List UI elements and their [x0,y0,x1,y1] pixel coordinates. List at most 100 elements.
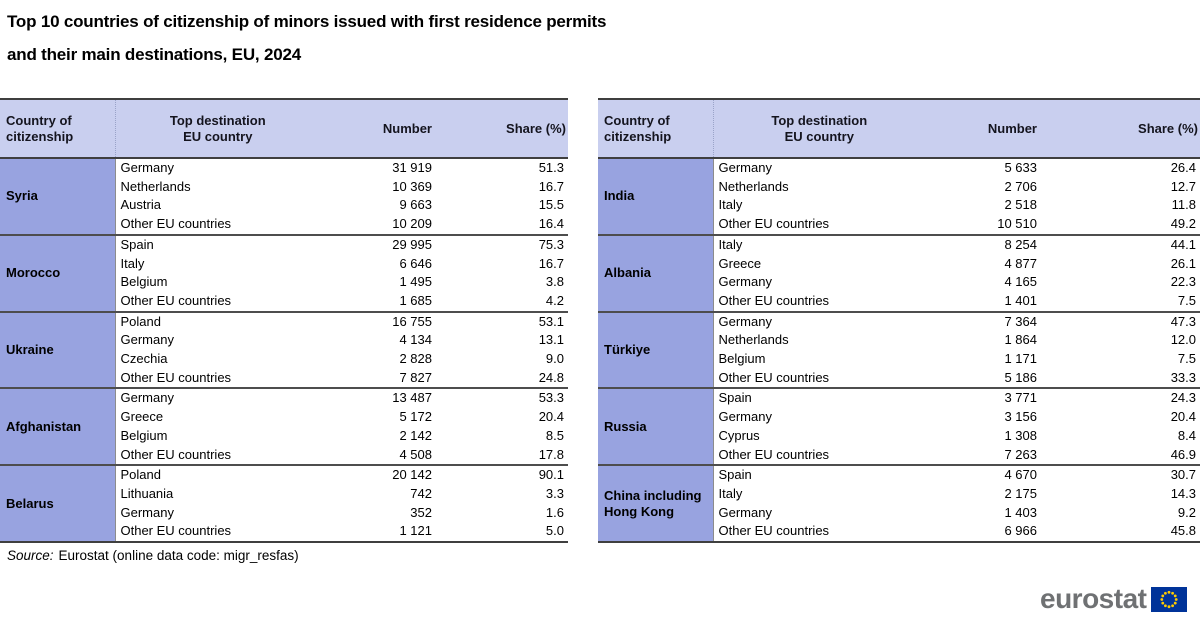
destination-cell: Italy [718,485,743,501]
share-cell: 13.1 [538,332,564,348]
table-row: Greece 5 172 20.4 [0,408,568,427]
citizenship-cell: Morocco [0,234,116,312]
citizenship-group: Belarus Poland 20 142 90.1 Lithuania 742 3.3 Ge… [0,465,568,543]
header-row: Country of citizenship Top destination EU … [0,99,568,158]
share-cell: 16.7 [538,255,564,271]
table-row: Austria 9 663 15.5 [0,196,568,215]
table-row: Greece 4 877 26.1 [598,255,1200,274]
eu-flag-stars [1160,590,1179,608]
destination-cell: Austria [120,197,161,213]
eurostat-logo: eurostat [1040,585,1188,613]
citizenship-group: Syria Germany 31 919 51.3 Netherlands 10 369 1… [0,158,568,235]
col-header-destination: Top destination EU country [713,99,925,158]
destination-cell: Italy [120,255,145,271]
citizenship-cell: Syria [0,158,116,235]
citizenship-cell: Türkiye [598,311,714,389]
destination-cell: Other EU countries [718,446,830,462]
number-cell: 10 510 [997,216,1037,232]
table-row: Other EU countries 4 508 17.8 [0,446,568,466]
source-label: Source: [7,548,54,563]
number-cell: 1 403 [1004,504,1037,520]
table-row: Other EU countries 1 121 5.0 [0,522,568,542]
share-cell: 9.2 [1177,504,1196,520]
source-text: Eurostat (online data code: migr_resfas) [58,548,299,563]
table-row: Germany 352 1.6 [0,504,568,523]
citizenship-group: Ukraine Poland 16 755 53.1 Germany 4 134 13.1 C… [0,311,568,389]
share-cell: 90.1 [538,467,564,483]
destination-cell: Netherlands [718,178,789,194]
table-row: Germany 3 156 20.4 [598,408,1200,427]
table-row: Germany 4 134 13.1 [0,331,568,350]
destination-cell: Other EU countries [718,369,830,385]
destination-cell: Belgium [718,351,766,367]
share-cell: 20.4 [538,409,564,425]
destination-cell: Other EU countries [120,523,232,539]
table-row: Afghanistan Germany 13 487 53.3 [0,388,568,466]
number-cell: 4 670 [1004,467,1037,483]
number-cell: 1 864 [1004,332,1037,348]
citizenship-cell: Russia [598,388,714,466]
number-cell: 5 172 [399,409,432,425]
table-row: India Germany 5 633 26.4 [598,158,1200,235]
table-row: China including Hong Kong Spain 4 670 30.7 [598,465,1200,543]
number-cell: 3 156 [1004,409,1037,425]
number-cell: 2 518 [1004,197,1037,213]
number-cell: 7 827 [399,369,432,385]
table-row: Syria Germany 31 919 51.3 [0,158,568,235]
number-cell: 1 171 [1004,351,1037,367]
share-cell: 5.0 [545,523,564,539]
col-header-share: Share (%) [435,99,568,158]
destination-cell: Netherlands [718,332,789,348]
destination-cell: Poland [120,313,161,329]
number-cell: 352 [410,504,432,520]
table-row: Other EU countries 7 827 24.8 [0,369,568,389]
destination-cell: Belgium [120,274,168,290]
citizenship-cell: China including Hong Kong [598,465,714,543]
destination-cell: Other EU countries [718,523,830,539]
header-text: Top destination [771,112,868,128]
destination-cell: Other EU countries [120,446,232,462]
share-cell: 8.4 [1177,427,1196,443]
number-cell: 2 706 [1004,178,1037,194]
citizenship-cell: Ukraine [0,311,116,389]
table-row: Other EU countries 7 263 46.9 [598,446,1200,466]
destination-cell: Other EU countries [120,292,232,308]
table-row: Other EU countries 1 685 4.2 [0,292,568,312]
col-header-share: Share (%) [1040,99,1200,158]
share-cell: 9.0 [545,351,564,367]
table-row: Türkiye Germany 7 364 47.3 [598,311,1200,389]
header-text: EU country [784,128,854,144]
number-cell: 1 121 [399,523,432,539]
table-row: Russia Spain 3 771 24.3 [598,388,1200,466]
destination-cell: Other EU countries [120,369,232,385]
destination-cell: Germany [718,160,772,175]
share-cell: 26.1 [1170,255,1196,271]
destination-cell: Spain [718,390,752,406]
destination-cell: Greece [120,409,164,425]
table-row: Other EU countries 5 186 33.3 [598,369,1200,389]
table-row: Belgium 1 171 7.5 [598,350,1200,369]
share-cell: 20.4 [1170,409,1196,425]
share-cell: 49.2 [1170,216,1196,232]
destination-cell: Germany [718,313,772,329]
destination-cell: Cyprus [718,427,760,443]
destination-cell: Italy [718,236,743,252]
number-cell: 2 175 [1004,485,1037,501]
destination-cell: Belgium [120,427,168,443]
page-title: Top 10 countries of citizenship of minor… [7,5,606,71]
citizenship-group: Russia Spain 3 771 24.3 Germany 3 156 20.4 Cypr… [598,388,1200,466]
number-cell: 29 995 [392,236,432,252]
number-cell: 4 877 [1004,255,1037,271]
destination-cell: Greece [718,255,762,271]
destination-cell: Germany [718,274,772,290]
citizenship-group: Afghanistan Germany 13 487 53.3 Greece 5 172 2… [0,388,568,466]
col-header-citizenship: Country of citizenship [598,99,714,158]
number-cell: 1 685 [399,292,432,308]
number-cell: 31 919 [392,160,432,175]
destination-cell: Germany [120,390,174,406]
col-header-citizenship: Country of citizenship [0,99,116,158]
share-cell: 15.5 [538,197,564,213]
destination-cell: Italy [718,197,743,213]
table-row: Italy 6 646 16.7 [0,255,568,274]
destination-cell: Netherlands [120,178,191,194]
